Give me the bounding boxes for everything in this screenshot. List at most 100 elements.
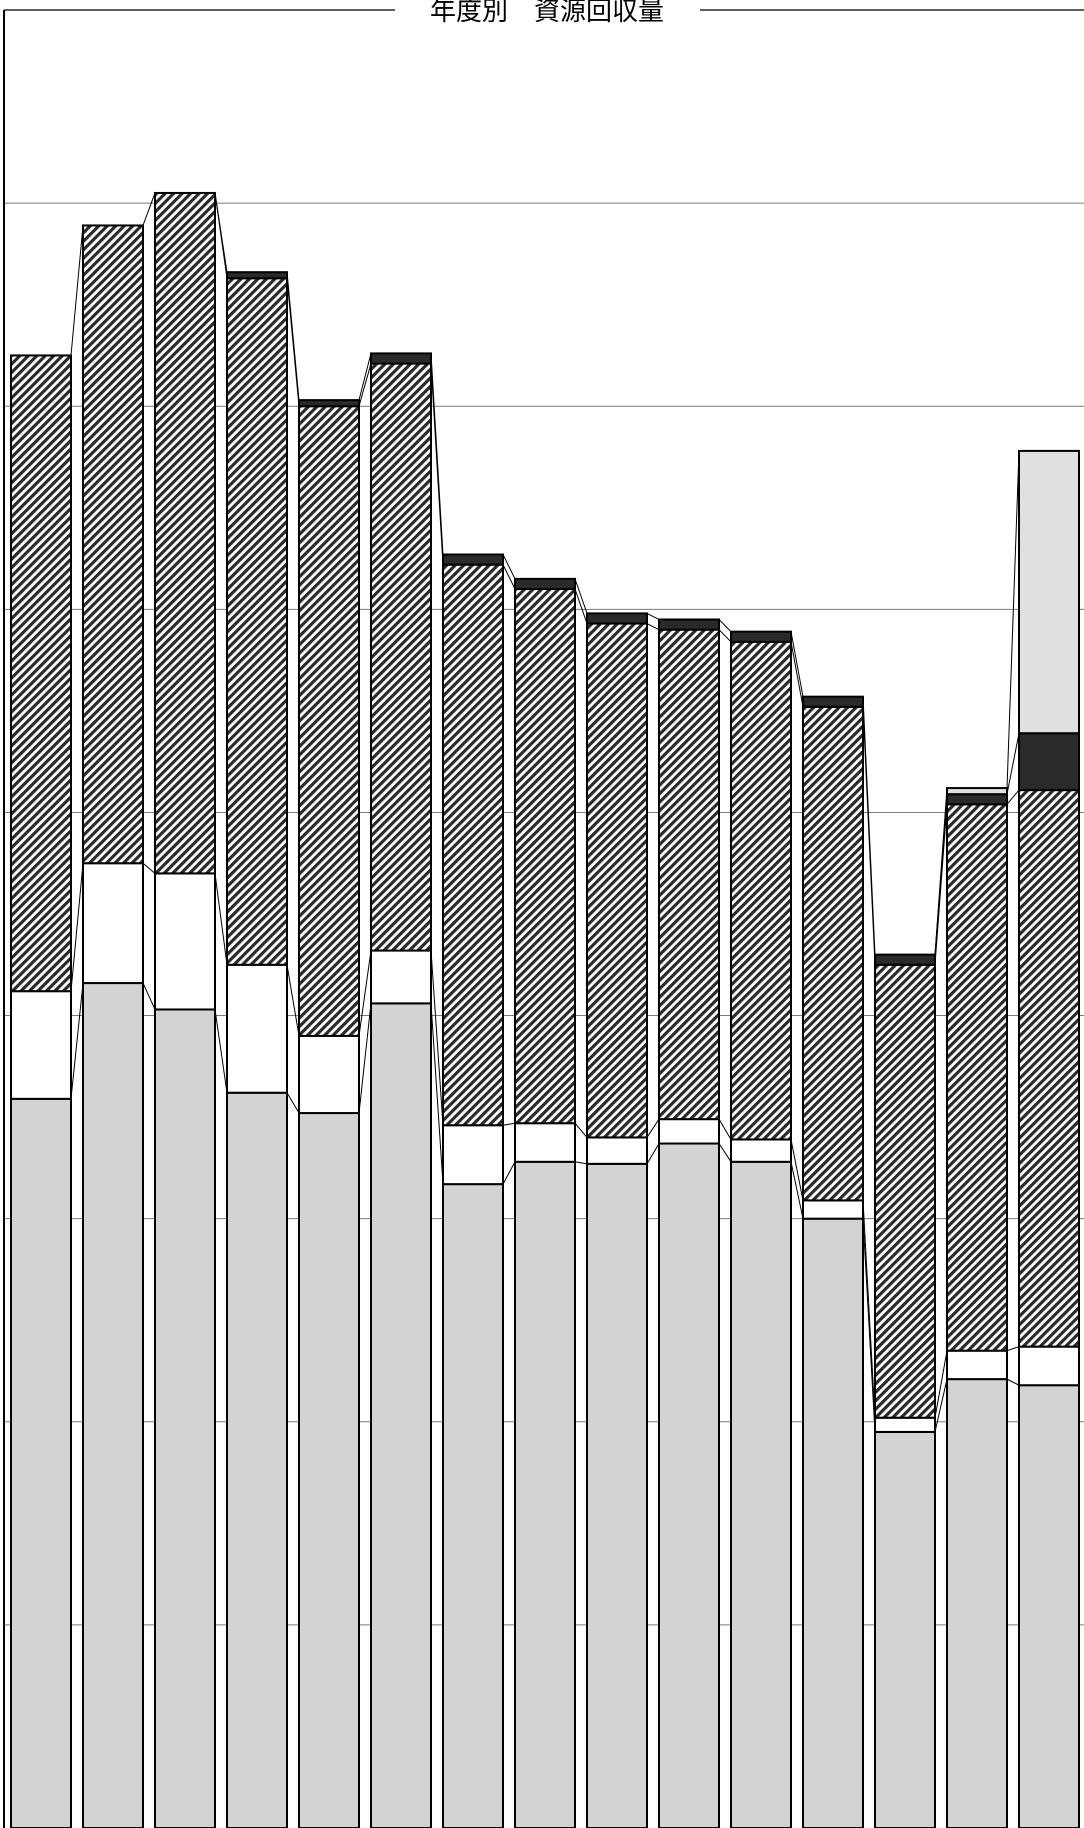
series-connector-line <box>934 788 948 955</box>
series-connector-line <box>1006 450 1020 789</box>
series-connector-line <box>574 588 588 624</box>
series-connector-line <box>70 225 84 356</box>
bar-segment-hatched <box>586 622 648 1139</box>
series-connector-line <box>574 1161 588 1165</box>
bar-segment-white <box>730 1138 792 1163</box>
series-connector-line <box>358 363 372 407</box>
bar-segment-white <box>226 963 288 1094</box>
series-connector-line <box>430 1003 444 1185</box>
bar-segment-dark <box>226 271 288 280</box>
bar-segment-white <box>154 872 216 1011</box>
series-connector-line <box>574 1122 588 1138</box>
series-connector-line <box>1006 733 1020 795</box>
series-connector-line <box>646 623 660 631</box>
bar-segment-hatched <box>442 563 504 1127</box>
bar-segment-base <box>730 1160 792 1828</box>
bar-segment-hatched <box>82 224 144 865</box>
series-connector-line <box>718 1118 732 1140</box>
series-connector-line <box>142 982 156 1010</box>
series-connector-line <box>934 1379 948 1433</box>
bar-group-14 <box>946 787 1008 1828</box>
bar-segment-base <box>658 1142 720 1828</box>
series-connector-line <box>358 1003 372 1114</box>
series-connector-line <box>790 641 804 707</box>
bar-segment-hatched <box>298 405 360 1037</box>
series-connector-line <box>862 1200 876 1418</box>
series-connector-line <box>790 631 804 697</box>
series-connector-line <box>790 1139 804 1201</box>
bar-group-3 <box>154 191 216 1828</box>
bar-segment-base <box>154 1008 216 1828</box>
bar-segment-light <box>1018 449 1080 735</box>
series-connector-line <box>718 619 732 633</box>
bar-segment-dark <box>1018 732 1080 792</box>
bar-group-11 <box>730 630 792 1828</box>
bar-segment-base <box>298 1112 360 1828</box>
bar-segment-base <box>586 1162 648 1828</box>
bar-group-8 <box>514 577 576 1828</box>
bar-segment-hatched <box>802 705 864 1202</box>
bar-segment-white <box>442 1124 504 1186</box>
bar-group-10 <box>658 618 720 1828</box>
series-connector-line <box>430 353 444 555</box>
series-connector-line <box>862 696 876 955</box>
bar-segment-dark <box>298 399 360 408</box>
bar-group-5 <box>298 399 360 1828</box>
bar-segment-hatched <box>874 963 936 1419</box>
series-connector-line <box>142 192 156 226</box>
bar-group-15 <box>1018 449 1080 1828</box>
bar-segment-hatched <box>514 588 576 1125</box>
series-connector-line <box>214 873 228 965</box>
bar-segment-white <box>82 862 144 985</box>
series-connector-line <box>646 1118 660 1138</box>
series-connector-line <box>430 950 444 1126</box>
bar-segment-dark <box>946 793 1008 806</box>
bar-segment-base <box>802 1217 864 1828</box>
bar-segment-white <box>946 1349 1008 1381</box>
bar-segment-dark <box>874 953 936 966</box>
bar-group-9 <box>586 612 648 1828</box>
bar-group-2 <box>82 224 144 1828</box>
series-connector-line <box>70 983 84 1099</box>
bar-segment-white <box>1018 1345 1080 1387</box>
bar-segment-base <box>10 1097 72 1828</box>
series-connector-line <box>214 192 228 273</box>
bar-segment-dark <box>586 612 648 625</box>
bar-segment-dark <box>514 577 576 591</box>
bar-segment-hatched <box>658 628 720 1121</box>
bar-segment-white <box>370 949 432 1005</box>
bar-segment-light <box>946 787 1008 796</box>
series-connector-line <box>358 950 372 1036</box>
bar-segment-dark <box>442 553 504 566</box>
bar-segment-white <box>586 1136 648 1165</box>
series-connector-line <box>430 363 444 565</box>
chart-title: 年度別 資源回収量 <box>430 0 664 27</box>
bar-segment-dark <box>658 618 720 631</box>
series-connector-line <box>286 272 300 401</box>
bar-segment-dark <box>802 695 864 708</box>
bar-group-12 <box>802 695 864 1828</box>
bar-segment-base <box>1018 1384 1080 1828</box>
series-connector-line <box>214 1009 228 1093</box>
bar-segment-hatched <box>10 354 72 993</box>
bar-segment-hatched <box>730 640 792 1141</box>
series-connector-line <box>718 1143 732 1163</box>
bar-segment-white <box>298 1034 360 1115</box>
series-connector-line <box>934 1350 948 1418</box>
bar-segment-white <box>10 990 72 1100</box>
bar-group-13 <box>874 953 936 1828</box>
series-connector-line <box>646 1143 660 1165</box>
bar-group-1 <box>10 354 72 1828</box>
series-connector-line <box>502 1161 516 1185</box>
bar-group-7 <box>442 553 504 1828</box>
bar-segment-base <box>514 1160 576 1828</box>
series-connector-line <box>1006 1378 1020 1386</box>
series-connector-line <box>142 862 156 874</box>
series-connector-line <box>502 1122 516 1126</box>
series-connector-line <box>862 1218 876 1432</box>
bar-segment-base <box>226 1091 288 1828</box>
series-connector-line <box>934 804 948 965</box>
series-connector-line <box>286 278 300 407</box>
bar-segment-hatched <box>226 277 288 966</box>
